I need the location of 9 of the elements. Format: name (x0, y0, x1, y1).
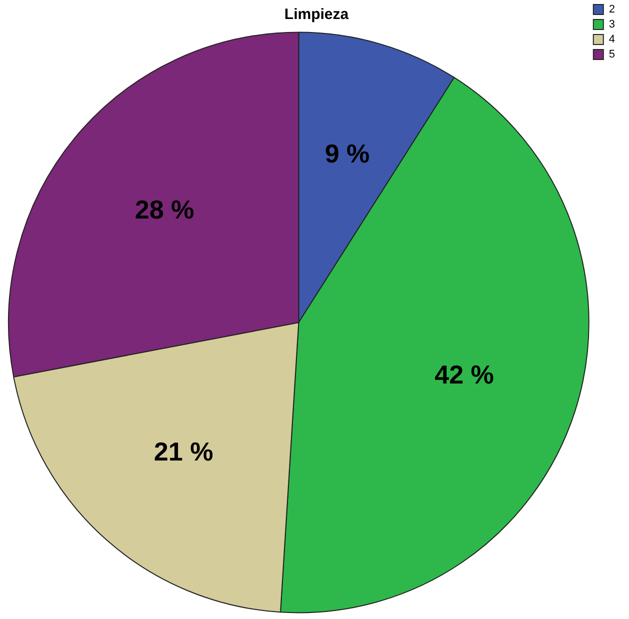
legend-label: 4 (608, 34, 616, 46)
data-label: 21 % (154, 436, 214, 466)
data-label: 28 % (134, 194, 194, 225)
chart-title: Limpieza (284, 6, 350, 24)
legend-label: 3 (608, 18, 616, 31)
legend-label: 2 (608, 4, 616, 16)
data-label: 9 % (324, 138, 370, 168)
legend-label: 5 (608, 48, 616, 61)
data-label: 42 % (434, 359, 494, 390)
